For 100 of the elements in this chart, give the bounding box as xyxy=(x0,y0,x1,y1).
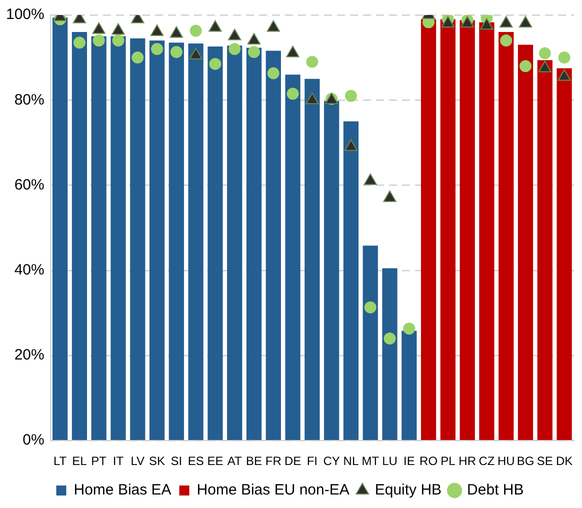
x-tick-label: SE xyxy=(536,454,553,468)
point xyxy=(112,34,124,47)
x-tick-label: HU xyxy=(497,454,515,468)
x-tick-label: AT xyxy=(227,454,242,468)
x-tick-label: DE xyxy=(284,454,302,468)
bar xyxy=(266,50,281,440)
point xyxy=(558,52,570,64)
bar xyxy=(518,44,534,440)
x-tick-label: IE xyxy=(403,454,415,468)
point xyxy=(267,67,280,80)
point xyxy=(286,46,300,58)
point xyxy=(92,22,106,34)
point xyxy=(112,23,125,35)
legend-label: Home Bias EA xyxy=(74,482,172,499)
bar xyxy=(420,19,436,440)
point xyxy=(344,139,358,151)
y-tick-label: 40% xyxy=(14,262,44,278)
point xyxy=(344,90,357,102)
point xyxy=(364,173,377,185)
bar xyxy=(285,74,300,440)
x-tick-label: HR xyxy=(458,454,476,468)
bar xyxy=(168,42,184,440)
bar xyxy=(479,22,494,440)
x-tick-label: PL xyxy=(440,454,456,468)
point xyxy=(189,48,202,60)
point xyxy=(538,60,552,72)
bar xyxy=(130,38,146,440)
x-tick-label: PT xyxy=(91,454,108,468)
point xyxy=(190,24,202,37)
point xyxy=(558,69,571,81)
bar xyxy=(246,48,262,440)
point xyxy=(132,52,144,64)
bar xyxy=(460,20,475,440)
bar xyxy=(440,19,456,440)
x-tick-label: LU xyxy=(382,454,398,468)
y-tick-label: 80% xyxy=(14,91,44,108)
x-tick-label: DK xyxy=(556,454,573,468)
bar xyxy=(304,78,320,440)
point xyxy=(92,34,105,47)
point xyxy=(170,26,183,38)
legend-label: Home Bias EU non-EA xyxy=(196,482,350,499)
point xyxy=(248,46,260,58)
x-tick-label: LT xyxy=(54,454,68,468)
bar xyxy=(72,32,88,440)
x-tick-label: NL xyxy=(343,454,359,468)
point xyxy=(208,20,222,32)
point xyxy=(170,46,182,58)
point xyxy=(151,43,164,56)
x-tick-label: CZ xyxy=(478,454,495,468)
bar xyxy=(188,44,204,440)
point xyxy=(538,47,551,60)
point xyxy=(73,36,86,49)
point xyxy=(286,88,299,100)
legend-label: Debt HB xyxy=(467,482,524,499)
bar xyxy=(343,121,359,440)
bar xyxy=(556,68,572,440)
x-tick-label: SI xyxy=(170,454,182,468)
bar xyxy=(498,32,514,440)
x-tick-label: MT xyxy=(362,454,380,468)
x-tick-label: BG xyxy=(516,454,534,468)
legend-label: Equity HB xyxy=(374,482,442,499)
point xyxy=(364,301,376,314)
bar xyxy=(382,268,398,440)
y-tick-label: 0% xyxy=(22,432,44,449)
bar xyxy=(149,40,165,440)
bar xyxy=(208,46,223,440)
bar xyxy=(362,246,378,440)
point xyxy=(480,18,494,30)
x-tick-label: FI xyxy=(306,454,318,468)
x-tick-label: SK xyxy=(149,454,166,468)
x-tick-label: EL xyxy=(72,454,88,468)
point xyxy=(441,16,454,28)
x-tick-label: EE xyxy=(207,454,224,468)
point xyxy=(403,322,416,335)
point xyxy=(266,20,280,32)
bar xyxy=(91,36,106,440)
point xyxy=(228,28,242,40)
point xyxy=(228,43,241,56)
point xyxy=(520,60,532,72)
point xyxy=(500,16,513,28)
point xyxy=(518,16,532,28)
point xyxy=(500,34,512,47)
x-tick-label: CY xyxy=(323,454,340,468)
point xyxy=(209,58,222,70)
bar xyxy=(52,18,68,440)
point xyxy=(383,190,396,202)
point xyxy=(247,33,261,45)
bar xyxy=(227,46,242,440)
x-tick-label: LV xyxy=(130,454,145,468)
x-tick-label: RO xyxy=(420,454,438,468)
x-tick-label: BE xyxy=(246,454,262,468)
bar xyxy=(402,330,417,440)
point xyxy=(384,332,396,344)
y-tick-label: 100% xyxy=(6,6,44,24)
x-tick-label: FR xyxy=(265,454,282,468)
x-tick-label: ES xyxy=(188,454,204,468)
y-tick-label: 20% xyxy=(14,346,44,364)
y-tick-label: 60% xyxy=(14,176,44,194)
point xyxy=(306,92,319,104)
point xyxy=(306,56,318,68)
